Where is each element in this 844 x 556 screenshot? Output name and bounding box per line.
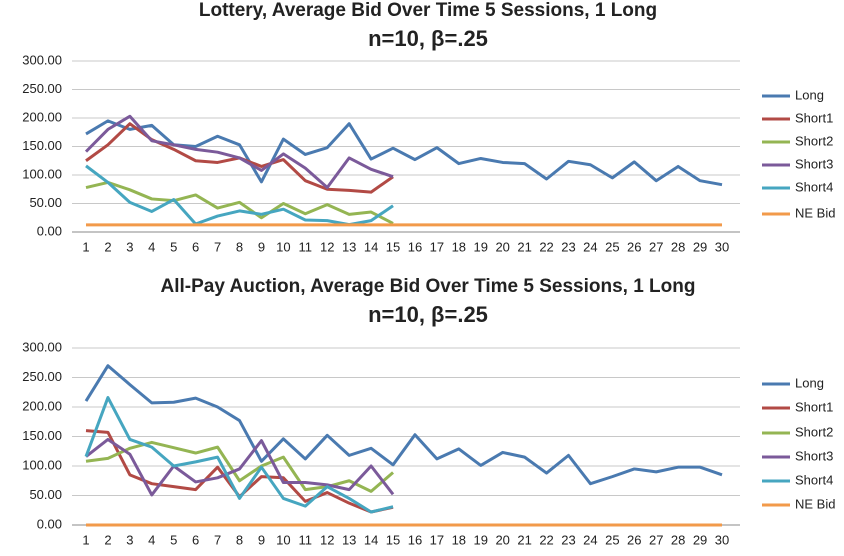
- legend-label: Short3: [795, 448, 833, 463]
- y-tick-label: 0.00: [37, 223, 62, 238]
- x-tick-label: 10: [276, 239, 290, 254]
- y-tick-label: 200.00: [22, 109, 62, 124]
- x-tick-label: 28: [671, 532, 685, 547]
- y-tick-label: 200.00: [22, 398, 62, 413]
- y-tick-label: 300.00: [22, 52, 62, 67]
- x-tick-label: 8: [236, 532, 243, 547]
- x-tick-label: 3: [126, 532, 133, 547]
- x-tick-label: 20: [495, 532, 509, 547]
- legend-label: NE Bid: [795, 205, 835, 220]
- x-tick-label: 19: [474, 239, 488, 254]
- chart-title: All-Pay Auction, Average Bid Over Time 5…: [161, 276, 696, 297]
- x-tick-label: 3: [126, 239, 133, 254]
- x-tick-label: 9: [258, 532, 265, 547]
- chart-subtitle: n=10, β=.25: [368, 26, 488, 51]
- x-tick-label: 12: [320, 239, 334, 254]
- x-tick-label: 11: [299, 532, 313, 547]
- x-tick-label: 9: [258, 239, 265, 254]
- x-tick-label: 25: [605, 532, 619, 547]
- x-tick-label: 22: [539, 239, 553, 254]
- x-tick-label: 16: [408, 532, 422, 547]
- y-tick-label: 300.00: [22, 339, 62, 354]
- x-tick-label: 28: [671, 239, 685, 254]
- y-tick-label: 50.00: [29, 487, 62, 502]
- y-tick-label: 250.00: [22, 81, 62, 96]
- x-tick-label: 21: [517, 239, 531, 254]
- x-tick-label: 30: [715, 532, 729, 547]
- x-tick-label: 26: [627, 532, 641, 547]
- x-tick-label: 29: [693, 239, 707, 254]
- series-line: [85, 440, 395, 493]
- y-tick-label: 100.00: [22, 457, 62, 472]
- legend-label: Short4: [795, 472, 833, 487]
- x-tick-label: 14: [364, 532, 378, 547]
- legend-label: Short2: [795, 424, 833, 439]
- y-tick-label: 100.00: [22, 166, 62, 181]
- legend-label: Long: [795, 375, 824, 390]
- y-tick-label: 150.00: [22, 428, 62, 443]
- x-tick-label: 15: [386, 239, 400, 254]
- x-tick-label: 1: [82, 239, 89, 254]
- x-tick-label: 14: [364, 239, 378, 254]
- x-tick-label: 29: [693, 532, 707, 547]
- x-tick-label: 7: [214, 532, 221, 547]
- series-line: [85, 437, 395, 497]
- x-tick-label: 17: [430, 532, 444, 547]
- x-tick-label: 13: [342, 532, 356, 547]
- x-tick-label: 6: [192, 239, 199, 254]
- x-tick-label: 23: [561, 532, 575, 547]
- x-tick-label: 30: [715, 239, 729, 254]
- x-tick-label: 23: [561, 239, 575, 254]
- x-tick-label: 21: [517, 532, 531, 547]
- x-tick-label: 25: [605, 239, 619, 254]
- x-tick-label: 6: [192, 532, 199, 547]
- series-line: [84, 114, 394, 190]
- x-tick-label: 2: [104, 532, 111, 547]
- x-tick-label: 26: [627, 239, 641, 254]
- series-line: [85, 180, 394, 225]
- series-line: [85, 164, 394, 227]
- legend-label: Short3: [795, 156, 833, 171]
- x-tick-label: 24: [583, 239, 597, 254]
- legend-label: Short4: [795, 179, 833, 194]
- series-line: [84, 396, 394, 514]
- x-tick-label: 8: [236, 239, 243, 254]
- x-tick-label: 27: [649, 532, 663, 547]
- y-tick-label: 0.00: [37, 516, 62, 531]
- series-line: [85, 119, 723, 187]
- chart-title: Lottery, Average Bid Over Time 5 Session…: [199, 0, 657, 21]
- y-tick-label: 50.00: [29, 195, 62, 210]
- legend-label: Short1: [795, 110, 833, 125]
- y-tick-label: 250.00: [22, 369, 62, 384]
- x-tick-label: 2: [104, 239, 111, 254]
- x-tick-label: 22: [539, 532, 553, 547]
- chart-subtitle: n=10, β=.25: [368, 302, 488, 327]
- x-tick-label: 27: [649, 239, 663, 254]
- x-tick-label: 12: [320, 532, 334, 547]
- x-tick-label: 20: [495, 239, 509, 254]
- x-tick-label: 15: [386, 532, 400, 547]
- legend-label: Short1: [795, 399, 833, 414]
- x-tick-label: 5: [170, 532, 177, 547]
- x-tick-label: 1: [82, 532, 89, 547]
- x-tick-label: 5: [170, 239, 177, 254]
- x-tick-label: 19: [474, 532, 488, 547]
- y-tick-label: 150.00: [22, 138, 62, 153]
- legend-label: Long: [795, 87, 824, 102]
- legend-label: Short2: [795, 133, 833, 148]
- legend-label: NE Bid: [795, 496, 835, 511]
- x-tick-label: 10: [276, 532, 290, 547]
- x-tick-label: 4: [148, 532, 155, 547]
- x-tick-label: 18: [452, 532, 466, 547]
- x-tick-label: 13: [342, 239, 356, 254]
- x-tick-label: 4: [148, 239, 155, 254]
- x-tick-label: 11: [299, 239, 313, 254]
- x-tick-label: 24: [583, 532, 597, 547]
- x-tick-label: 18: [452, 239, 466, 254]
- x-tick-label: 7: [214, 239, 221, 254]
- series-line: [84, 364, 723, 486]
- x-tick-label: 16: [408, 239, 422, 254]
- x-tick-label: 17: [430, 239, 444, 254]
